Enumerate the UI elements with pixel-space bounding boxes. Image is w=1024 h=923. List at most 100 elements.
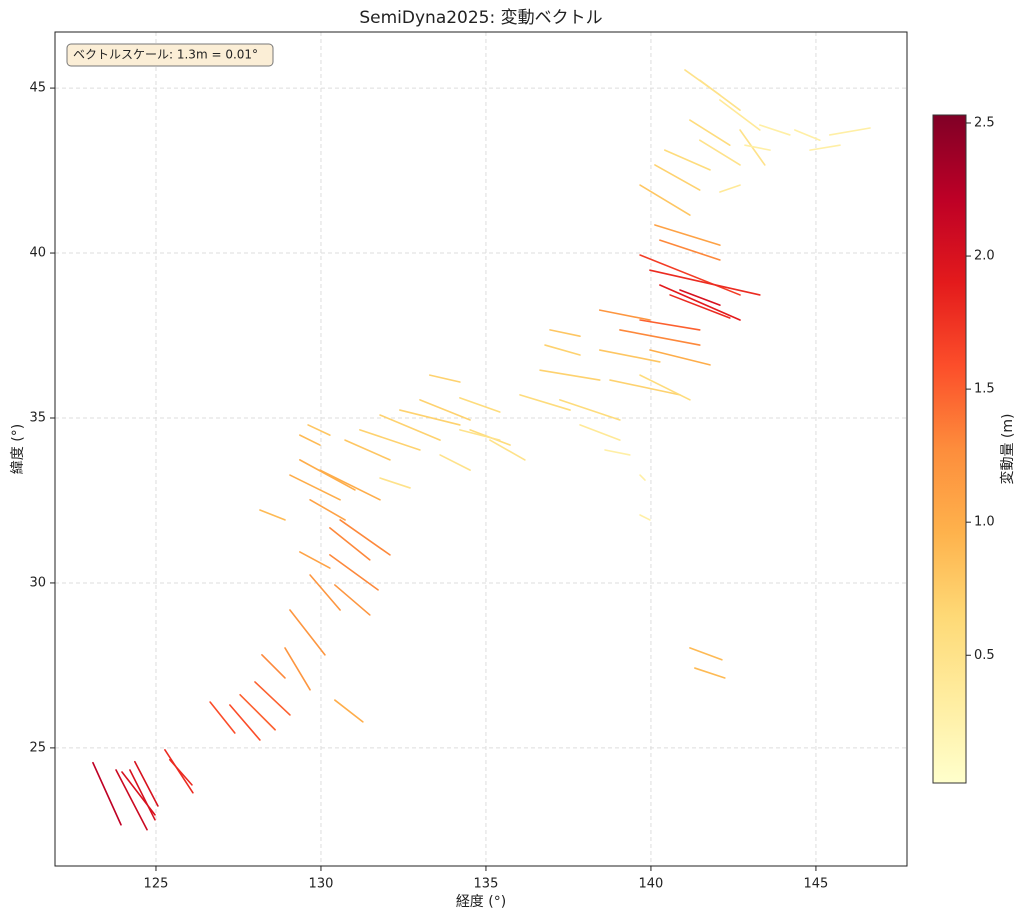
vector: [544, 344, 581, 356]
vector: [619, 329, 701, 346]
vector: [129, 769, 156, 821]
vector: [339, 519, 391, 556]
vector: [134, 760, 159, 807]
annotation: ベクトルスケール: 1.3m = 0.01°: [73, 48, 258, 62]
vector: [719, 99, 761, 131]
x-tick-label: 130: [309, 877, 334, 892]
vector: [209, 701, 236, 734]
vector: [379, 477, 411, 489]
vector: [309, 499, 346, 521]
vector: [289, 609, 326, 656]
vector: [639, 514, 651, 521]
vector: [459, 397, 501, 413]
vector: [639, 319, 701, 331]
vector: [519, 394, 571, 411]
vector: [254, 681, 291, 716]
annotation-box: [66, 43, 274, 67]
vector: [809, 144, 841, 151]
colorbar-tick-label: 1.5: [974, 382, 995, 397]
vector: [229, 704, 261, 741]
vector: [299, 434, 321, 446]
y-tick-label: 40: [29, 246, 46, 261]
vector: [759, 124, 791, 136]
vector: [307, 424, 331, 436]
vector: [579, 424, 621, 441]
vector: [289, 474, 341, 501]
vector: [334, 699, 364, 723]
vector: [689, 119, 731, 146]
x-tick-label: 125: [144, 877, 169, 892]
vector: [164, 749, 194, 794]
vector: [679, 289, 721, 306]
vector: [459, 429, 501, 441]
vector: [549, 329, 581, 337]
vector: [299, 551, 331, 569]
vector: [654, 224, 721, 246]
vector: [489, 439, 526, 461]
colorbar-tick-label: 0.5: [974, 648, 995, 663]
y-axis-label: 緯度 (°): [10, 424, 26, 474]
vector: [698, 79, 741, 111]
y-tick-label: 30: [29, 575, 46, 590]
vector: [309, 574, 341, 611]
chart-title: SemiDyna2025: 変動ベクトル: [359, 8, 602, 28]
vector: [439, 454, 471, 471]
x-axis-label: 経度 (°): [456, 894, 506, 910]
vector: [284, 647, 311, 691]
vector: [609, 379, 681, 396]
vector: [639, 184, 691, 216]
vector: [663, 149, 711, 171]
vector: [744, 144, 771, 151]
x-tick-label: 145: [804, 877, 829, 892]
vector: [639, 254, 741, 296]
vector: [539, 369, 601, 381]
vector: [794, 129, 821, 142]
vector: [598, 309, 651, 321]
vector: [261, 654, 286, 679]
vector: [559, 399, 621, 421]
vector: [429, 374, 461, 383]
colorbar: [932, 114, 967, 784]
vector: [379, 414, 441, 441]
y-tick-label: 25: [29, 740, 46, 755]
vector: [828, 127, 871, 136]
plot-frame: [54, 31, 908, 867]
vector: [169, 758, 193, 786]
y-tick-label: 35: [29, 410, 46, 425]
vector: [739, 129, 766, 166]
vector: [659, 239, 721, 261]
vector: [598, 349, 661, 363]
vector: [649, 349, 711, 366]
colorbar-tick-label: 1.0: [974, 515, 995, 530]
x-tick-label: 140: [639, 877, 664, 892]
vector: [694, 667, 726, 679]
vector: [239, 693, 276, 731]
y-tick-label: 45: [29, 81, 46, 96]
vector: [299, 459, 356, 491]
colorbar-tick-label: 2.0: [974, 249, 995, 264]
vector: [359, 429, 421, 451]
vector: [344, 439, 391, 461]
vector: [334, 584, 371, 616]
vector: [639, 374, 691, 401]
vector: [604, 449, 631, 456]
vector: [669, 294, 731, 319]
vector: [639, 474, 646, 481]
vector: [419, 399, 471, 421]
vector: [698, 139, 741, 166]
vector: [259, 509, 286, 521]
plot-area: [55, 32, 907, 866]
vector: [719, 184, 741, 193]
vector: [659, 284, 741, 321]
vector: [115, 769, 148, 831]
x-tick-label: 135: [474, 877, 499, 892]
colorbar-tick-label: 2.5: [974, 115, 995, 130]
vector: [92, 761, 122, 826]
colorbar-label: 変動量 (m): [999, 413, 1016, 484]
vector: [654, 164, 701, 191]
vector: [319, 469, 381, 501]
vector: [649, 269, 761, 296]
vector: [329, 554, 379, 591]
vector: [329, 527, 371, 561]
